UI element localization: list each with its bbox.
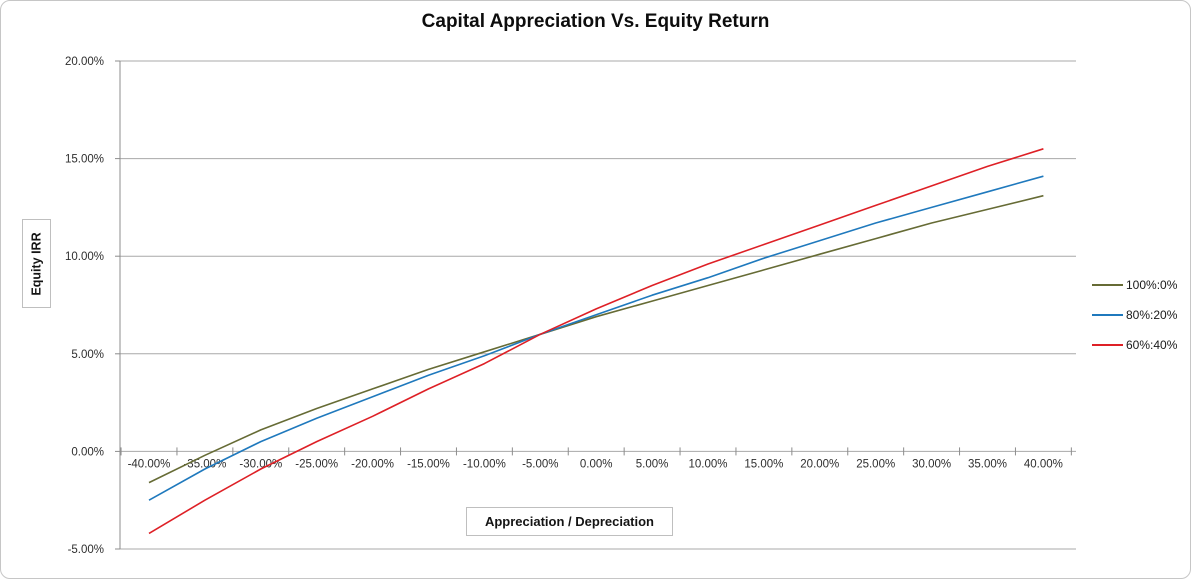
legend-label: 60%:40% [1126, 338, 1178, 352]
x-tick-label: -10.00% [463, 458, 506, 470]
x-tick-label: 20.00% [800, 458, 839, 470]
x-tick-label: -25.00% [295, 458, 338, 470]
legend-swatch-line [1092, 314, 1123, 316]
legend-item: 60%:40% [1092, 338, 1177, 352]
x-tick-label: -30.00% [239, 458, 282, 470]
x-tick-label: 30.00% [912, 458, 951, 470]
x-tick-label: 10.00% [688, 458, 727, 470]
x-tick-label: -5.00% [522, 458, 558, 470]
x-tick-label: -40.00% [128, 458, 171, 470]
legend-label: 100%:0% [1126, 278, 1178, 292]
x-tick-label: 15.00% [744, 458, 783, 470]
x-tick-label: 5.00% [636, 458, 669, 470]
x-axis-title: Appreciation / Depreciation [484, 514, 655, 529]
x-tick-label: -20.00% [351, 458, 394, 470]
y-tick-label: 5.00% [71, 349, 104, 361]
x-tick-label: 25.00% [856, 458, 895, 470]
x-axis-title-box: Appreciation / Depreciation [466, 507, 673, 536]
series-line-1000 [148, 194, 1044, 484]
series-line-8020 [148, 175, 1044, 501]
series-line-6040 [148, 148, 1044, 535]
chart-title: Capital Appreciation Vs. Equity Return [421, 11, 770, 32]
legend: 100%:0% 80%:20% 60%:40% [1092, 278, 1177, 352]
x-tick-label: -15.00% [407, 458, 450, 470]
x-tick-label: 35.00% [968, 458, 1007, 470]
y-tick-label: 10.00% [65, 251, 104, 263]
y-tick-label: -5.00% [68, 544, 104, 556]
legend-item: 100%:0% [1092, 278, 1177, 292]
legend-swatch-line [1092, 284, 1123, 286]
y-tick-label: 20.00% [65, 56, 104, 68]
legend-item: 80%:20% [1092, 308, 1177, 322]
legend-swatch-line [1092, 344, 1123, 346]
legend-label: 80%:20% [1126, 308, 1178, 322]
x-tick-label: 40.00% [1024, 458, 1063, 470]
x-tick-label: 0.00% [580, 458, 613, 470]
y-tick-label: 0.00% [71, 446, 104, 458]
y-axis-title-box: Equity IRR [22, 219, 51, 308]
y-axis-title: Equity IRR [29, 231, 44, 296]
y-tick-label: 15.00% [65, 154, 104, 166]
